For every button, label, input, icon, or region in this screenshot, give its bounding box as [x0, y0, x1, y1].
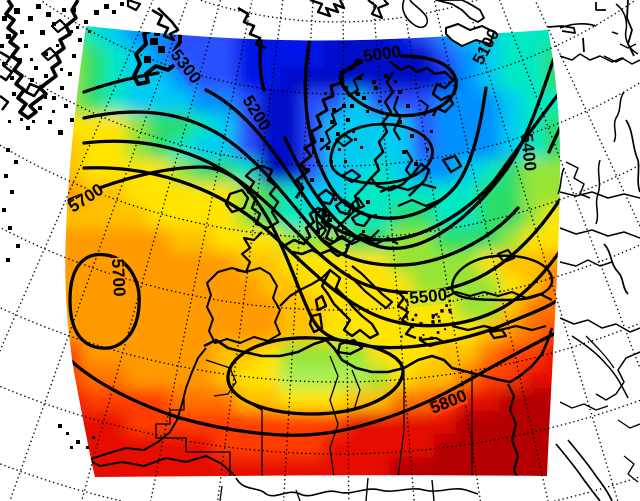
svg-text:5700: 5700 [108, 258, 129, 297]
svg-text:5400: 5400 [517, 132, 540, 172]
svg-text:5500: 5500 [408, 285, 448, 308]
